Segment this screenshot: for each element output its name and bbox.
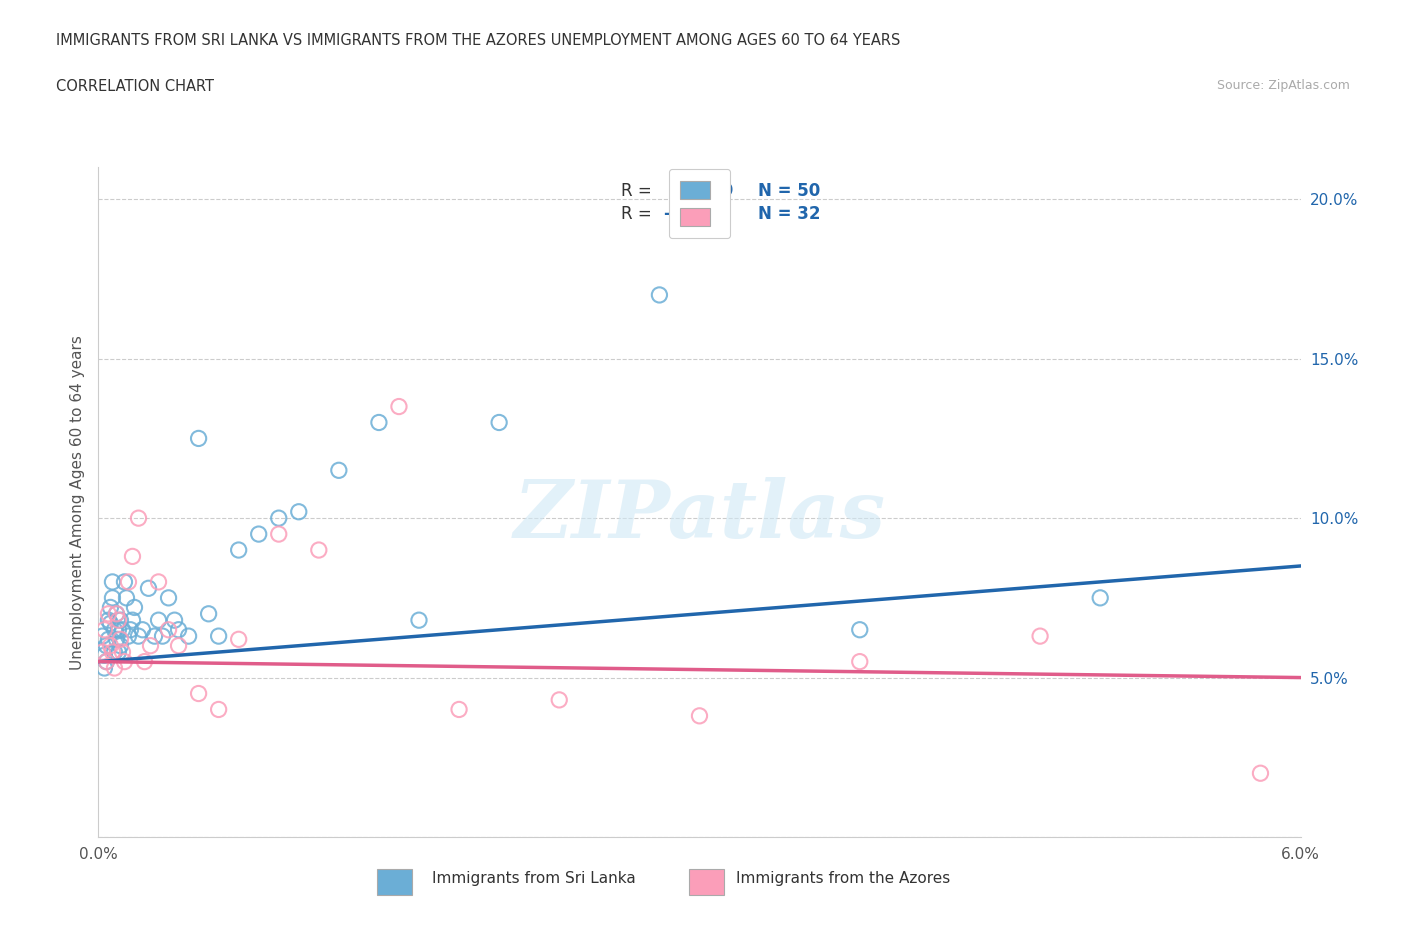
Point [103, 622, 125, 637]
Point [157, 622, 180, 637]
Point [117, 629, 139, 644]
Point [107, 613, 129, 628]
Point [131, 622, 153, 637]
Point [167, 622, 190, 637]
Point [177, 629, 200, 644]
Point [91, 644, 114, 659]
Point [93, 648, 115, 663]
Point [267, 526, 290, 541]
Point [117, 575, 139, 590]
Point [408, 613, 430, 628]
Point [93, 622, 115, 637]
Point [163, 613, 186, 628]
Point [105, 631, 128, 646]
Point [548, 693, 571, 708]
Point [148, 575, 170, 590]
Point [197, 606, 219, 621]
Point [1090, 591, 1112, 605]
Point [121, 549, 143, 564]
Point [100, 616, 122, 631]
Text: N = 50: N = 50 [758, 182, 821, 200]
Point [124, 600, 146, 615]
Point [167, 638, 190, 653]
Point [114, 575, 136, 590]
Point [849, 654, 872, 669]
Point [187, 686, 209, 701]
Point [1250, 765, 1272, 780]
Point [152, 629, 174, 644]
Point [447, 702, 470, 717]
Text: R =: R = [621, 182, 662, 200]
Point [187, 431, 209, 445]
Point [100, 638, 122, 653]
Point [1029, 629, 1052, 644]
Point [97, 606, 120, 621]
Point [110, 631, 132, 646]
Point [208, 702, 231, 717]
Point [228, 631, 250, 646]
Point [96, 654, 118, 669]
Point [103, 644, 125, 659]
Point [328, 463, 350, 478]
Point [96, 638, 118, 653]
Legend: , : , [669, 169, 730, 238]
Point [91, 629, 114, 644]
Point [111, 622, 134, 637]
Text: Immigrants from the Azores: Immigrants from the Azores [737, 871, 950, 886]
Text: Immigrants from Sri Lanka: Immigrants from Sri Lanka [433, 871, 636, 886]
Point [101, 644, 124, 659]
Point [105, 606, 128, 621]
Point [368, 415, 391, 430]
Text: CORRELATION CHART: CORRELATION CHART [56, 79, 214, 94]
Point [97, 631, 120, 646]
Point [143, 629, 166, 644]
Text: ZIPatlas: ZIPatlas [513, 477, 886, 554]
Point [688, 709, 710, 724]
Point [139, 638, 162, 653]
Point [388, 399, 411, 414]
Text: Source: ZipAtlas.com: Source: ZipAtlas.com [1216, 79, 1350, 92]
Point [138, 581, 160, 596]
Point [100, 600, 122, 615]
Point [148, 613, 170, 628]
Point [114, 654, 136, 669]
Point [97, 613, 120, 628]
Point [849, 622, 872, 637]
Text: R =: R = [621, 206, 658, 223]
Point [105, 606, 128, 621]
Point [288, 504, 311, 519]
Point [96, 654, 118, 669]
Point [93, 660, 115, 675]
Y-axis label: Unemployment Among Ages 60 to 64 years: Unemployment Among Ages 60 to 64 years [69, 335, 84, 670]
Point [120, 622, 142, 637]
Point [648, 287, 671, 302]
Text: IMMIGRANTS FROM SRI LANKA VS IMMIGRANTS FROM THE AZORES UNEMPLOYMENT AMONG AGES : IMMIGRANTS FROM SRI LANKA VS IMMIGRANTS … [56, 33, 901, 47]
Point [115, 591, 138, 605]
Point [110, 638, 132, 653]
Text: -0.029: -0.029 [664, 206, 723, 223]
Point [247, 526, 270, 541]
Point [103, 660, 125, 675]
Point [128, 511, 150, 525]
Point [228, 542, 250, 557]
Text: 0.149: 0.149 [682, 182, 734, 200]
Point [308, 542, 330, 557]
Point [107, 644, 129, 659]
Point [110, 613, 132, 628]
Point [128, 629, 150, 644]
Point [267, 511, 290, 525]
Point [208, 629, 231, 644]
Point [111, 644, 134, 659]
Point [121, 613, 143, 628]
Point [101, 591, 124, 605]
Point [107, 622, 129, 637]
Point [134, 654, 156, 669]
Text: N = 32: N = 32 [758, 206, 821, 223]
Point [157, 591, 180, 605]
Point [488, 415, 510, 430]
Point [101, 575, 124, 590]
